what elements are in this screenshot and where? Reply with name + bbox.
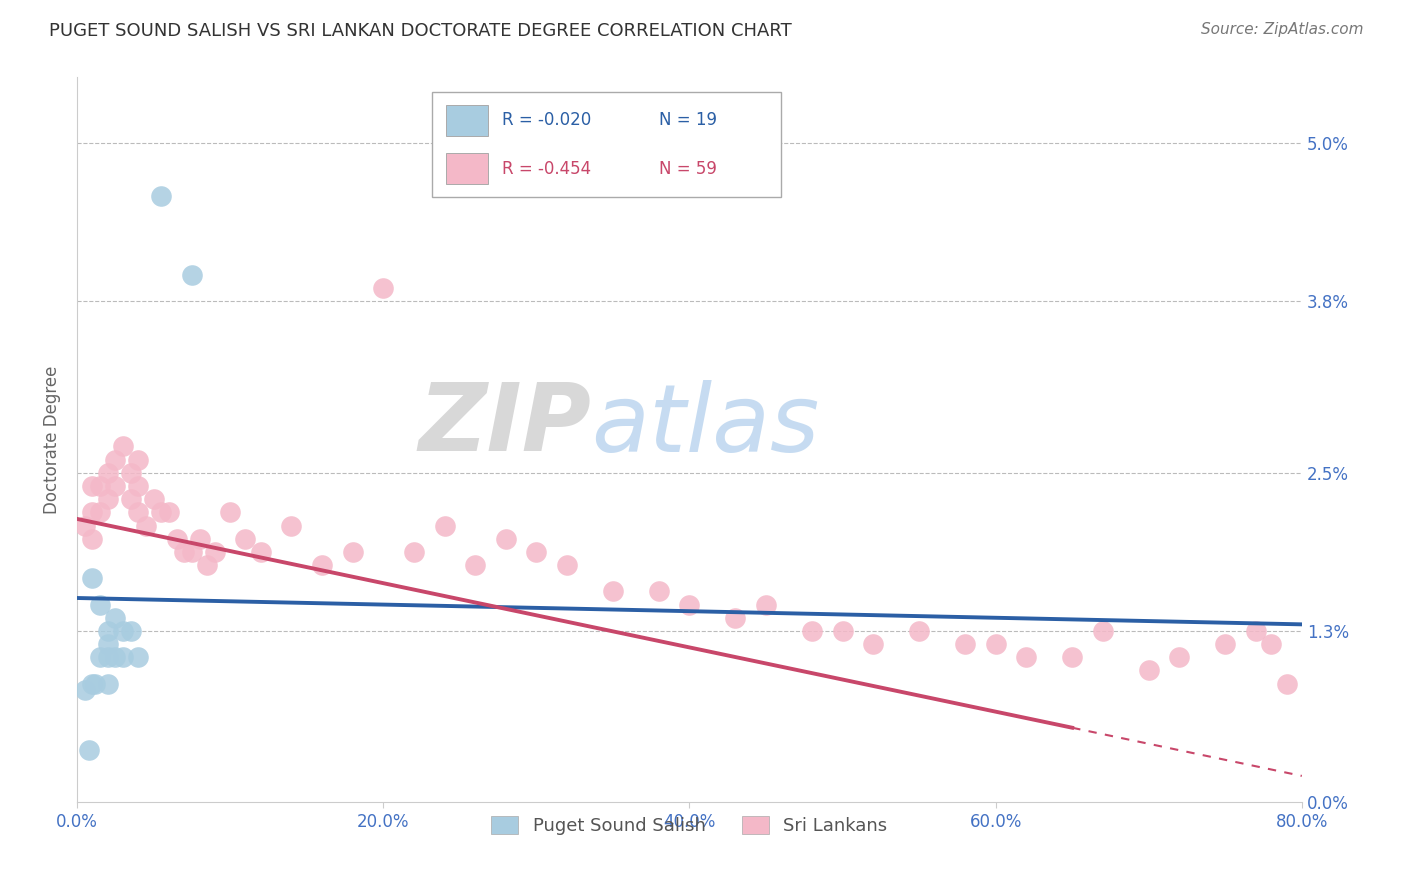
Point [555, 558, 578, 572]
Point [166, 532, 188, 546]
Point [1091, 624, 1114, 638]
Point [180, 268, 202, 282]
Point [73, 683, 96, 698]
Point [373, 281, 395, 295]
Point [89, 505, 111, 519]
Point [433, 518, 456, 533]
Point [127, 650, 149, 665]
Point [82, 532, 104, 546]
Point [524, 545, 547, 559]
Point [104, 452, 127, 467]
Point [219, 505, 242, 519]
Point [111, 624, 134, 638]
Point [120, 466, 142, 480]
Point [127, 452, 149, 467]
Point [862, 637, 884, 651]
Point [1062, 650, 1084, 665]
Point [173, 545, 195, 559]
Point [204, 545, 226, 559]
Point [1015, 650, 1038, 665]
Point [1213, 637, 1236, 651]
Point [120, 492, 142, 507]
Legend: Puget Sound Salish, Sri Lankans: Puget Sound Salish, Sri Lankans [482, 806, 897, 844]
Point [953, 637, 976, 651]
Point [89, 650, 111, 665]
Point [831, 624, 853, 638]
Point [97, 637, 120, 651]
Point [82, 505, 104, 519]
Point [89, 479, 111, 493]
Point [142, 492, 165, 507]
Point [150, 505, 173, 519]
Point [127, 479, 149, 493]
Point [97, 624, 120, 638]
Point [97, 492, 120, 507]
Point [602, 584, 624, 599]
Point [648, 584, 671, 599]
Point [104, 650, 127, 665]
Point [188, 532, 211, 546]
Point [150, 189, 173, 203]
Point [157, 505, 180, 519]
Point [280, 518, 302, 533]
Point [755, 598, 778, 612]
Point [1244, 624, 1267, 638]
Point [120, 624, 142, 638]
Point [111, 439, 134, 453]
Point [984, 637, 1007, 651]
Y-axis label: Doctorate Degree: Doctorate Degree [44, 366, 60, 514]
Point [79, 742, 101, 756]
Point [84, 676, 107, 690]
Point [195, 558, 218, 572]
Point [495, 532, 517, 546]
Point [97, 466, 120, 480]
Text: Source: ZipAtlas.com: Source: ZipAtlas.com [1201, 22, 1364, 37]
Point [311, 558, 333, 572]
Text: PUGET SOUND SALISH VS SRI LANKAN DOCTORATE DEGREE CORRELATION CHART: PUGET SOUND SALISH VS SRI LANKAN DOCTORA… [49, 22, 792, 40]
Point [97, 676, 120, 690]
Point [127, 505, 149, 519]
Point [73, 518, 96, 533]
Point [402, 545, 425, 559]
Point [1275, 676, 1298, 690]
Point [724, 611, 747, 625]
Point [249, 545, 271, 559]
Point [800, 624, 823, 638]
Text: ZIP: ZIP [419, 379, 592, 471]
Point [135, 518, 157, 533]
Point [1168, 650, 1191, 665]
Point [1137, 664, 1160, 678]
Point [82, 676, 104, 690]
Point [104, 611, 127, 625]
Point [89, 598, 111, 612]
Point [97, 650, 120, 665]
Point [235, 532, 257, 546]
Point [678, 598, 700, 612]
Point [111, 650, 134, 665]
Point [1260, 637, 1282, 651]
Point [908, 624, 931, 638]
Point [104, 479, 127, 493]
Point [342, 545, 364, 559]
Point [180, 545, 202, 559]
Point [82, 571, 104, 585]
Point [464, 558, 486, 572]
Point [82, 479, 104, 493]
Text: atlas: atlas [592, 380, 820, 471]
